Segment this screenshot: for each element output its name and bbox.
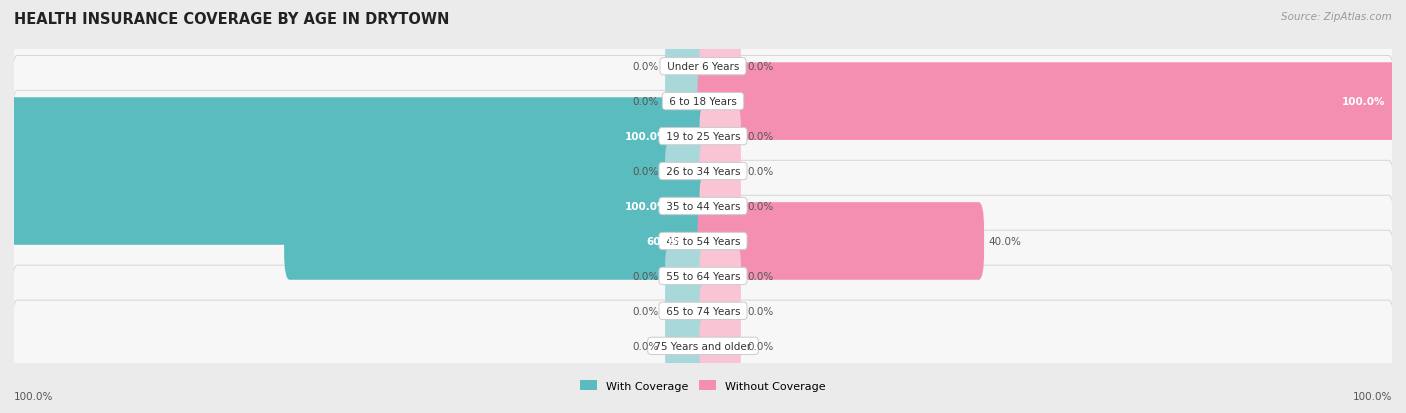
- FancyBboxPatch shape: [13, 300, 1393, 392]
- Text: 100.0%: 100.0%: [14, 391, 53, 401]
- FancyBboxPatch shape: [665, 39, 706, 95]
- FancyBboxPatch shape: [700, 109, 741, 165]
- Text: 0.0%: 0.0%: [748, 341, 775, 351]
- Text: 0.0%: 0.0%: [748, 202, 775, 211]
- FancyBboxPatch shape: [13, 230, 1393, 322]
- FancyBboxPatch shape: [8, 168, 709, 245]
- FancyBboxPatch shape: [13, 196, 1393, 287]
- FancyBboxPatch shape: [700, 178, 741, 235]
- Text: 0.0%: 0.0%: [631, 306, 658, 316]
- Text: 0.0%: 0.0%: [631, 341, 658, 351]
- Text: 100.0%: 100.0%: [1353, 391, 1392, 401]
- Text: 0.0%: 0.0%: [748, 306, 775, 316]
- Text: 100.0%: 100.0%: [1341, 97, 1385, 107]
- Text: HEALTH INSURANCE COVERAGE BY AGE IN DRYTOWN: HEALTH INSURANCE COVERAGE BY AGE IN DRYT…: [14, 12, 450, 27]
- FancyBboxPatch shape: [700, 143, 741, 200]
- FancyBboxPatch shape: [665, 283, 706, 339]
- Text: 0.0%: 0.0%: [631, 62, 658, 72]
- Text: 35 to 44 Years: 35 to 44 Years: [662, 202, 744, 211]
- Text: 100.0%: 100.0%: [626, 132, 669, 142]
- Text: 0.0%: 0.0%: [748, 132, 775, 142]
- FancyBboxPatch shape: [8, 98, 709, 176]
- FancyBboxPatch shape: [13, 91, 1393, 183]
- FancyBboxPatch shape: [13, 126, 1393, 217]
- Text: 19 to 25 Years: 19 to 25 Years: [662, 132, 744, 142]
- Text: 0.0%: 0.0%: [748, 166, 775, 177]
- FancyBboxPatch shape: [700, 318, 741, 374]
- FancyBboxPatch shape: [697, 203, 984, 280]
- Legend: With Coverage, Without Coverage: With Coverage, Without Coverage: [576, 376, 830, 396]
- Text: 75 Years and older: 75 Years and older: [651, 341, 755, 351]
- Text: Under 6 Years: Under 6 Years: [664, 62, 742, 72]
- FancyBboxPatch shape: [700, 39, 741, 95]
- FancyBboxPatch shape: [13, 21, 1393, 113]
- Text: Source: ZipAtlas.com: Source: ZipAtlas.com: [1281, 12, 1392, 22]
- Text: 0.0%: 0.0%: [748, 271, 775, 281]
- FancyBboxPatch shape: [13, 266, 1393, 357]
- Text: 0.0%: 0.0%: [631, 97, 658, 107]
- Text: 55 to 64 Years: 55 to 64 Years: [662, 271, 744, 281]
- FancyBboxPatch shape: [665, 74, 706, 130]
- Text: 0.0%: 0.0%: [631, 271, 658, 281]
- Text: 60.0%: 60.0%: [647, 236, 682, 247]
- Text: 0.0%: 0.0%: [748, 62, 775, 72]
- FancyBboxPatch shape: [697, 63, 1398, 140]
- Text: 0.0%: 0.0%: [631, 166, 658, 177]
- Text: 40.0%: 40.0%: [988, 236, 1022, 247]
- Text: 26 to 34 Years: 26 to 34 Years: [662, 166, 744, 177]
- Text: 6 to 18 Years: 6 to 18 Years: [666, 97, 740, 107]
- FancyBboxPatch shape: [700, 283, 741, 339]
- FancyBboxPatch shape: [665, 248, 706, 304]
- FancyBboxPatch shape: [665, 318, 706, 374]
- Text: 65 to 74 Years: 65 to 74 Years: [662, 306, 744, 316]
- Text: 45 to 54 Years: 45 to 54 Years: [662, 236, 744, 247]
- FancyBboxPatch shape: [665, 143, 706, 200]
- FancyBboxPatch shape: [284, 203, 709, 280]
- Text: 100.0%: 100.0%: [626, 202, 669, 211]
- FancyBboxPatch shape: [700, 248, 741, 304]
- FancyBboxPatch shape: [13, 56, 1393, 147]
- FancyBboxPatch shape: [13, 161, 1393, 252]
